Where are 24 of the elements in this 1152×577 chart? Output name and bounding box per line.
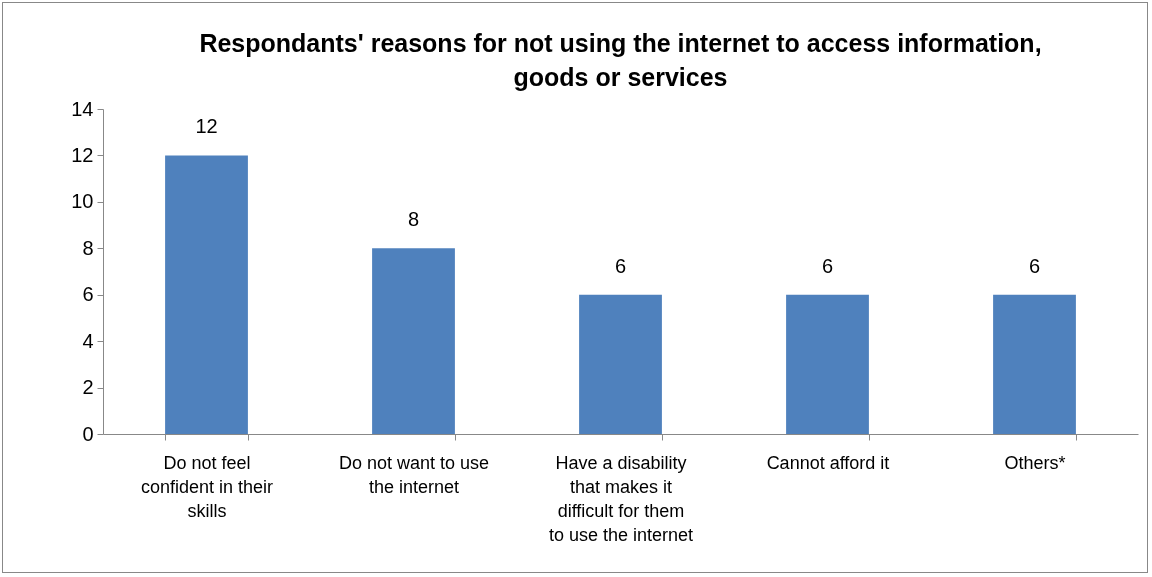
data-label: 6	[614, 254, 627, 277]
y-tick-label: 14	[71, 97, 94, 120]
bar	[993, 294, 1076, 434]
bar	[786, 294, 869, 434]
x-tick-label: Do not feel confident in their skills	[140, 452, 274, 521]
bar	[579, 294, 662, 434]
data-label: 6	[1028, 254, 1041, 277]
x-tick-label: Others*	[1004, 452, 1066, 473]
x-tick-label: Do not want to use the internet	[338, 452, 490, 497]
bar	[165, 155, 248, 434]
y-tick-label: 10	[71, 190, 94, 213]
bar	[372, 248, 455, 434]
data-label: 12	[195, 115, 218, 138]
y-tick-label: 0	[82, 422, 94, 445]
y-tick-label: 6	[82, 283, 94, 306]
y-tick-label: 8	[82, 236, 94, 259]
data-label: 8	[407, 208, 420, 231]
y-tick-label: 12	[71, 143, 94, 166]
x-tick-label: Have a disability that makes it difficult for them to use the internet	[548, 452, 694, 545]
chart-title: Respondants' reasons for not using the internet to access information, goods or services	[199, 29, 1042, 91]
y-tick-label: 2	[82, 376, 94, 399]
x-tick-label: Cannot afford it	[766, 452, 890, 473]
y-tick-label: 4	[82, 329, 94, 352]
data-label: 6	[821, 254, 834, 277]
